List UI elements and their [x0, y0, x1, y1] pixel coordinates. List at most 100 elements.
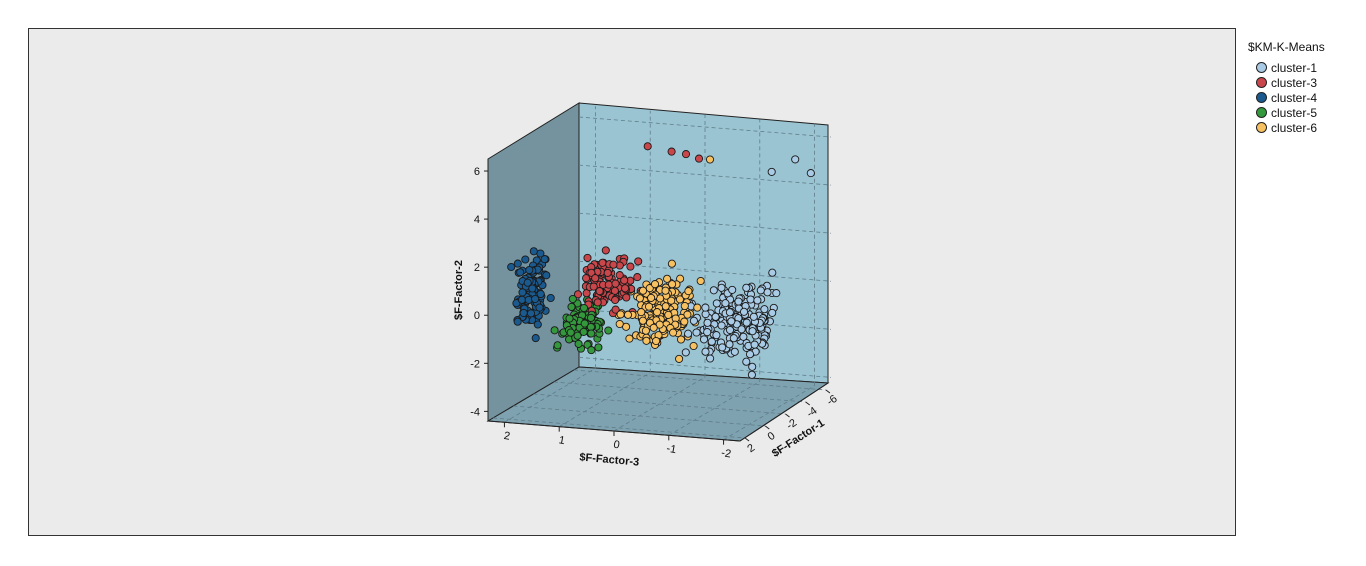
point-cluster-1: [730, 347, 739, 356]
point-cluster-1: [703, 318, 712, 327]
point-cluster-3: [589, 282, 598, 291]
y-tick-label: 2: [474, 262, 480, 274]
point-cluster-1: [749, 312, 758, 321]
x-tick-label: 1: [558, 434, 566, 447]
point-cluster-6: [676, 335, 686, 344]
point-cluster-6: [616, 310, 625, 319]
legend-item-cluster-4: cluster-4: [1248, 90, 1358, 105]
point-cluster-1: [729, 334, 738, 343]
point-cluster-3: [582, 289, 591, 298]
point-cluster-3: [587, 268, 596, 277]
gridline-y: [578, 116, 832, 138]
point-cluster-1: [684, 329, 693, 338]
point-cluster-4: [540, 255, 549, 264]
point-cluster-1: [791, 155, 800, 164]
point-cluster-5: [579, 327, 588, 336]
gridline-y: [578, 212, 832, 234]
point-cluster-1: [772, 289, 781, 298]
point-cluster-4: [542, 271, 551, 280]
point-cluster-1: [768, 268, 777, 277]
point-cluster-3: [593, 298, 602, 307]
point-cluster-4: [518, 288, 527, 297]
point-cluster-6: [664, 310, 673, 319]
point-cluster-1: [767, 167, 776, 176]
point-cluster-4: [529, 247, 538, 256]
point-cluster-1: [709, 286, 718, 295]
point-cluster-1: [753, 296, 762, 305]
point-cluster-6: [667, 296, 676, 305]
y-tick-label: -4: [470, 406, 480, 418]
point-cluster-6: [668, 280, 677, 289]
point-cluster-6: [675, 354, 684, 363]
point-cluster-6: [653, 308, 662, 317]
y-tick-label: 6: [474, 166, 480, 178]
point-cluster-1: [721, 299, 730, 308]
y-tick-label: 0: [474, 310, 480, 322]
gridline-floor-z: [553, 381, 806, 403]
point-cluster-5: [574, 339, 583, 348]
point-cluster-4: [531, 334, 540, 343]
point-cluster-4: [528, 284, 537, 293]
x-tick-label: -1: [665, 443, 677, 457]
point-cluster-4: [513, 259, 522, 268]
point-cluster-6: [615, 319, 624, 329]
point-cluster-1: [737, 325, 746, 334]
point-cluster-6: [650, 280, 660, 289]
legend-item-cluster-5: cluster-5: [1248, 105, 1358, 120]
point-cluster-3: [667, 147, 676, 156]
point-cluster-1: [760, 305, 769, 314]
y-axis-label: $F-Factor-2: [453, 260, 465, 320]
point-cluster-1: [750, 340, 759, 349]
legend: $KM-K-Means cluster-1 cluster-3 cluster-4 c…: [1248, 40, 1358, 135]
point-cluster-3: [583, 253, 592, 262]
point-cluster-4: [521, 255, 530, 264]
point-cluster-5: [594, 343, 603, 352]
point-cluster-4: [513, 317, 522, 326]
point-cluster-5: [566, 328, 575, 337]
y-tick-label: 4: [474, 214, 480, 226]
point-cluster-1: [717, 321, 726, 330]
point-cluster-1: [699, 335, 709, 344]
point-cluster-1: [692, 328, 701, 337]
z-tick-label: -6: [825, 393, 840, 408]
z-tick-label: -2: [784, 417, 799, 432]
point-cluster-4: [517, 295, 527, 304]
point-cluster-6: [644, 302, 654, 311]
point-cluster-1: [728, 285, 737, 294]
point-cluster-4: [531, 294, 540, 304]
point-cluster-3: [609, 260, 618, 269]
point-cluster-3: [626, 262, 635, 271]
point-cluster-5: [567, 302, 576, 311]
z-tick-label: 0: [766, 430, 778, 443]
legend-swatch: [1256, 122, 1267, 133]
legend-item-cluster-1: cluster-1: [1248, 60, 1358, 75]
y-tick-label: -2: [470, 358, 480, 370]
point-cluster-5: [587, 329, 596, 338]
z-axis-label: $F-Factor-1: [770, 417, 827, 460]
point-cluster-1: [725, 325, 735, 335]
point-cluster-3: [634, 257, 643, 266]
point-cluster-5: [550, 326, 559, 335]
point-cluster-1: [727, 317, 736, 326]
point-cluster-5: [565, 314, 574, 323]
point-cluster-5: [573, 331, 582, 340]
point-cluster-4: [523, 278, 532, 287]
point-cluster-6: [638, 286, 648, 295]
z-tick-mark: [785, 413, 790, 418]
point-cluster-6: [641, 326, 650, 335]
legend-label: cluster-4: [1271, 90, 1318, 105]
point-cluster-1: [681, 348, 690, 357]
data-points: [507, 142, 815, 379]
point-cluster-3: [591, 274, 600, 283]
point-cluster-6: [676, 274, 685, 283]
point-cluster-1: [768, 308, 777, 317]
point-cluster-6: [647, 293, 656, 302]
point-cluster-3: [603, 268, 612, 277]
point-cluster-3: [598, 258, 607, 267]
point-cluster-3: [681, 150, 691, 159]
point-cluster-1: [734, 297, 743, 306]
point-cluster-1: [739, 307, 749, 316]
point-cluster-4: [525, 265, 534, 275]
z-axis-line: [739, 382, 829, 442]
